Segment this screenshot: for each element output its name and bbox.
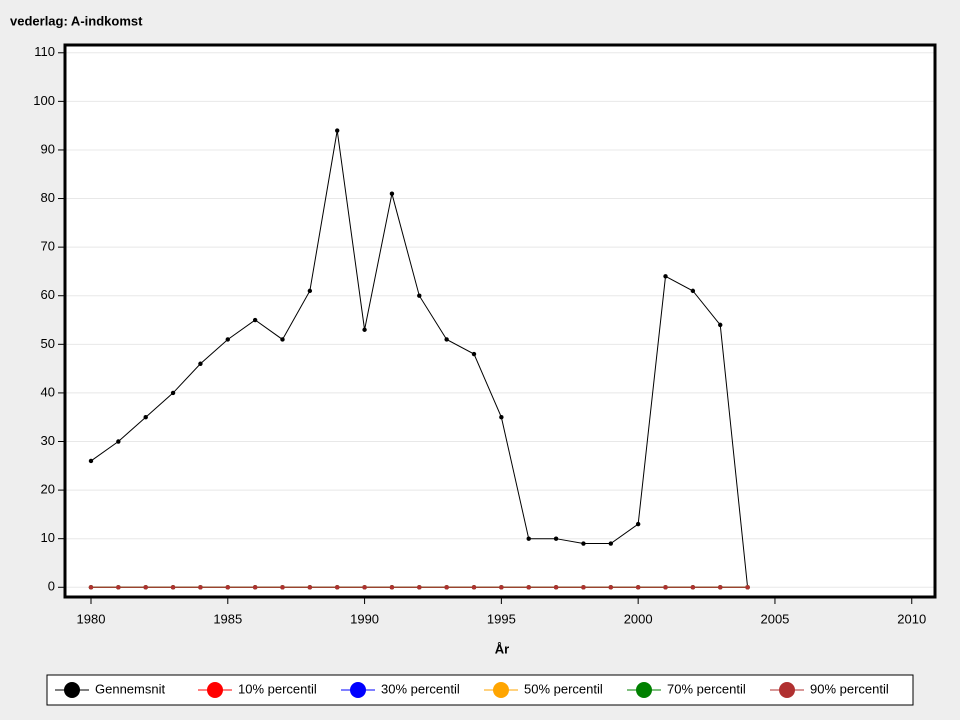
data-point bbox=[335, 585, 340, 590]
x-tick-label: 1990 bbox=[350, 611, 379, 626]
data-point bbox=[307, 288, 313, 294]
data-point bbox=[170, 585, 176, 590]
data-point bbox=[225, 585, 230, 590]
legend-marker bbox=[350, 682, 366, 698]
legend-label: Gennemsnit bbox=[95, 681, 165, 696]
data-point bbox=[444, 585, 449, 590]
data-point bbox=[417, 293, 422, 298]
data-point bbox=[635, 521, 641, 527]
data-point bbox=[471, 351, 477, 357]
data-point bbox=[471, 585, 477, 590]
y-tick-label: 20 bbox=[41, 482, 55, 497]
data-point bbox=[608, 585, 614, 590]
data-point bbox=[718, 322, 723, 328]
x-tick-label: 2000 bbox=[624, 611, 653, 626]
grid bbox=[65, 52, 935, 588]
legend-marker bbox=[207, 682, 223, 698]
data-point bbox=[335, 128, 340, 133]
legend-label: 70% percentil bbox=[667, 681, 746, 696]
data-point bbox=[252, 317, 258, 323]
chart-title: vederlag: A-indkomst bbox=[10, 13, 143, 28]
data-point bbox=[389, 191, 395, 196]
data-point bbox=[88, 585, 94, 590]
data-point bbox=[417, 585, 422, 590]
data-point bbox=[170, 390, 176, 396]
data-point bbox=[252, 585, 258, 590]
legend-label: 90% percentil bbox=[810, 681, 889, 696]
data-point bbox=[143, 415, 148, 420]
data-point bbox=[526, 536, 531, 541]
plot-area bbox=[65, 45, 935, 597]
data-point bbox=[663, 585, 668, 590]
legend-marker bbox=[779, 682, 795, 698]
legend-marker bbox=[493, 682, 509, 698]
legend-marker bbox=[636, 682, 652, 698]
x-tick-label: 1985 bbox=[213, 611, 242, 626]
y-tick-label: 100 bbox=[33, 93, 55, 108]
data-point bbox=[143, 585, 148, 590]
y-tick-label: 30 bbox=[41, 433, 55, 448]
y-tick-label: 0 bbox=[48, 579, 55, 594]
y-tick-label: 60 bbox=[41, 287, 55, 302]
data-point bbox=[745, 585, 750, 590]
y-tick-label: 40 bbox=[41, 384, 55, 399]
data-point bbox=[307, 585, 313, 590]
y-tick-label: 80 bbox=[41, 190, 55, 205]
data-point bbox=[88, 458, 94, 464]
data-point bbox=[116, 585, 121, 590]
legend-label: 50% percentil bbox=[524, 681, 603, 696]
data-point bbox=[581, 541, 586, 546]
legend-marker bbox=[64, 682, 80, 698]
x-axis-label: År bbox=[495, 641, 509, 656]
data-point bbox=[499, 585, 504, 590]
data-point bbox=[635, 585, 641, 590]
data-point bbox=[690, 585, 696, 590]
legend-box bbox=[46, 674, 914, 706]
data-point bbox=[690, 288, 696, 294]
x-tick-label: 1980 bbox=[77, 611, 106, 626]
data-point bbox=[198, 361, 203, 366]
data-point bbox=[553, 536, 559, 541]
data-point bbox=[526, 585, 531, 590]
data-point bbox=[581, 585, 586, 590]
y-tick-label: 50 bbox=[41, 336, 55, 351]
data-point bbox=[444, 337, 449, 342]
data-point bbox=[116, 439, 121, 444]
data-point bbox=[362, 585, 367, 590]
legend-label: 30% percentil bbox=[381, 681, 460, 696]
marks bbox=[88, 128, 750, 590]
plot-border bbox=[63, 43, 937, 599]
data-point bbox=[225, 337, 230, 342]
data-point bbox=[499, 415, 504, 420]
legend-label: 10% percentil bbox=[238, 681, 317, 696]
y-tick-label: 90 bbox=[41, 141, 55, 156]
data-point bbox=[663, 274, 668, 279]
data-point bbox=[389, 585, 395, 590]
y-tick-label: 10 bbox=[41, 530, 55, 545]
data-point bbox=[198, 585, 203, 590]
data-point bbox=[280, 585, 285, 590]
y-tick-label: 70 bbox=[41, 239, 55, 254]
data-point bbox=[608, 541, 614, 546]
y-tick-label: 110 bbox=[34, 44, 55, 59]
data-point bbox=[553, 585, 559, 590]
x-tick-label: 2005 bbox=[760, 611, 789, 626]
x-tick-label: 1995 bbox=[487, 611, 516, 626]
data-point bbox=[718, 585, 723, 590]
x-tick-label: 2010 bbox=[897, 611, 926, 626]
data-point bbox=[362, 327, 367, 332]
data-point bbox=[280, 337, 285, 342]
